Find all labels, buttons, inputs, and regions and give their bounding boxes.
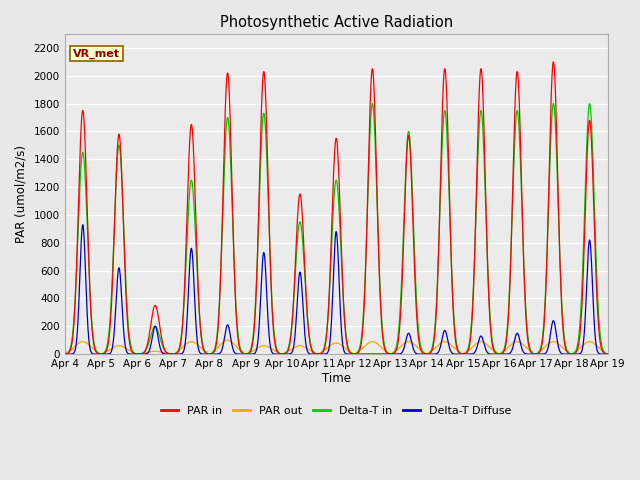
Y-axis label: PAR (umol/m2/s): PAR (umol/m2/s)	[15, 145, 28, 243]
Text: VR_met: VR_met	[73, 48, 120, 59]
Title: Photosynthetic Active Radiation: Photosynthetic Active Radiation	[220, 15, 452, 30]
X-axis label: Time: Time	[322, 372, 351, 385]
Legend: PAR in, PAR out, Delta-T in, Delta-T Diffuse: PAR in, PAR out, Delta-T in, Delta-T Dif…	[157, 401, 515, 420]
